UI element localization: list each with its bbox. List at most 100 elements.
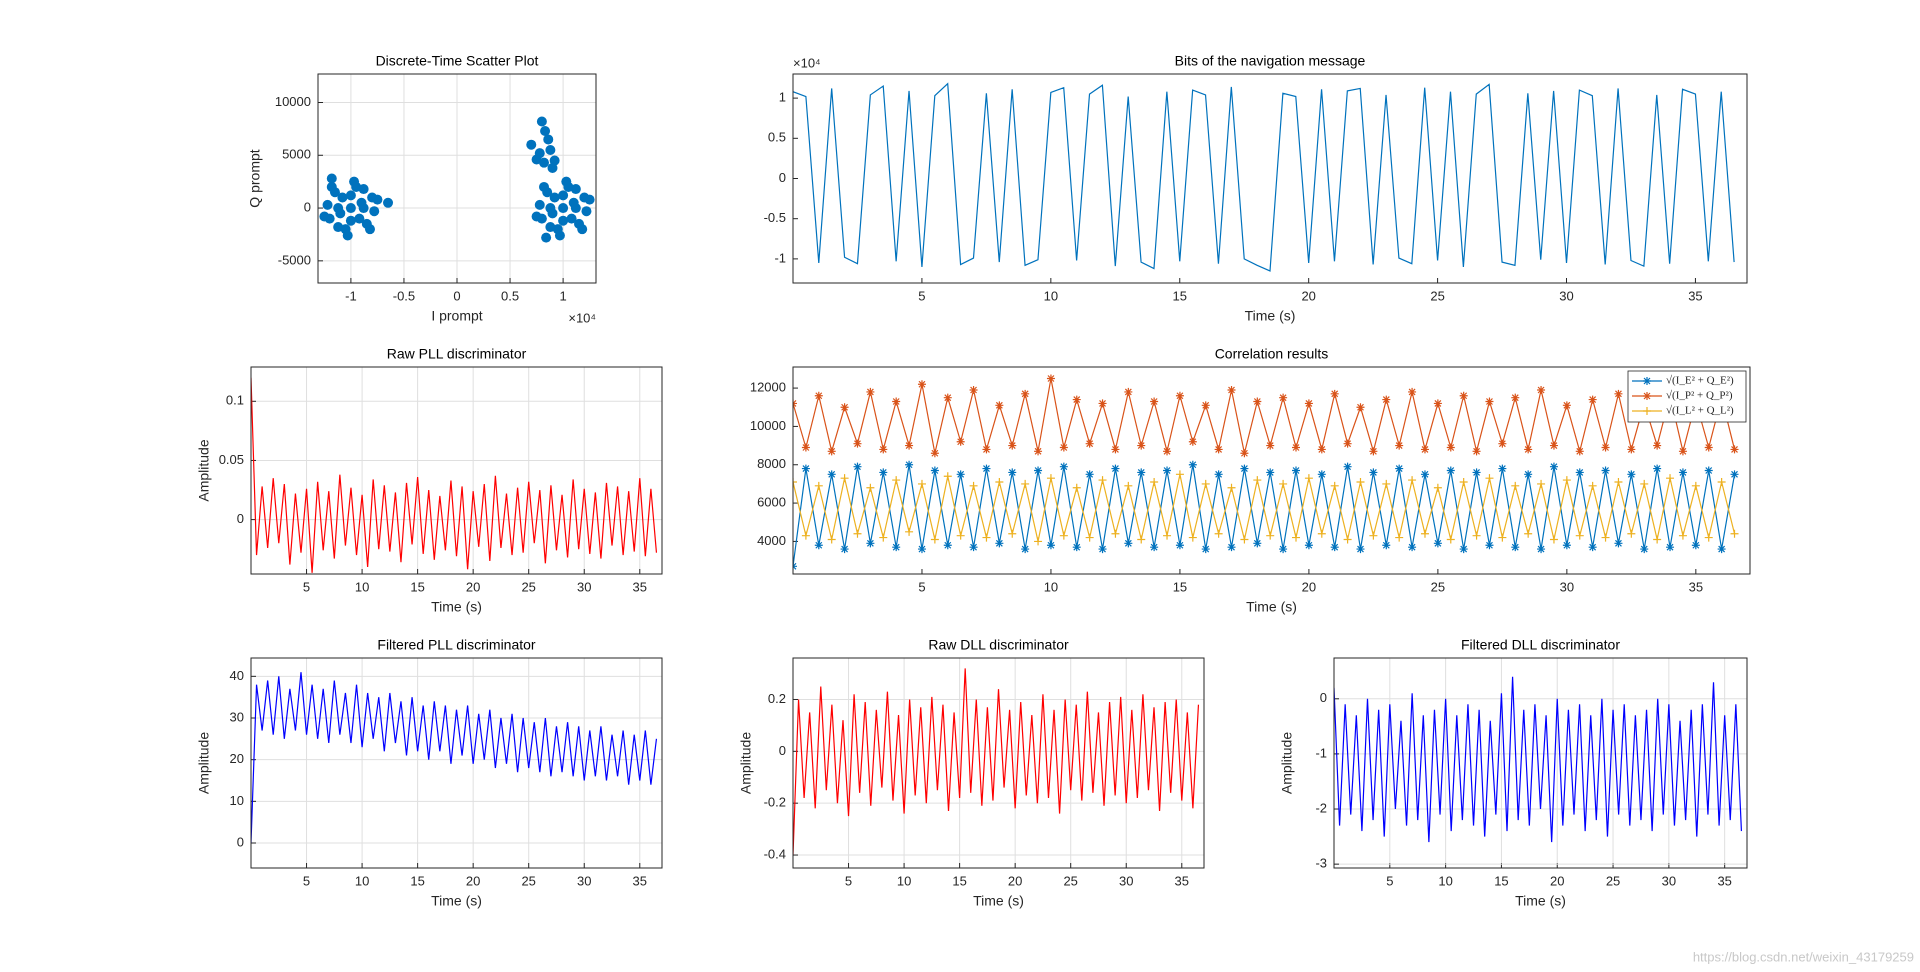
series-marker [879,445,888,454]
y-tick-label: -0.4 [764,846,786,861]
scatter-point [558,203,569,214]
series-marker [814,481,823,490]
y-tick-label: 0 [304,199,311,214]
series-marker [1640,545,1649,554]
series-marker [982,533,991,542]
series-marker [1137,441,1146,450]
series-marker [1382,395,1391,404]
series-marker [1537,545,1546,554]
series-marker [1691,481,1700,490]
series-marker [1549,462,1558,471]
x-tick-label: 25 [1431,579,1445,594]
series-marker [892,397,901,406]
x-exponent: ×10⁴ [568,310,596,325]
scatter-point [531,211,542,222]
series-marker [1059,443,1068,452]
x-axis-label: I prompt [431,308,482,324]
series-marker [1678,468,1687,477]
chart-title: Correlation results [1215,346,1329,362]
series-marker [1034,537,1043,546]
plot-area [251,367,662,574]
series-marker [930,466,939,475]
scatter-point [349,176,360,187]
scatter-point [534,199,545,210]
scatter-point [345,190,356,201]
scatter-point [539,181,550,192]
series-marker [866,387,875,396]
series-marker [1072,543,1081,552]
y-tick-label: -0.2 [764,795,786,810]
scatter-point [345,203,356,214]
series-marker [1188,533,1197,542]
series-marker [879,468,888,477]
y-axis-label: Q prompt [247,149,263,207]
y-tick-label: 20 [230,751,244,766]
series-marker [1008,529,1017,538]
series-marker [1240,464,1249,473]
series-marker [1395,464,1404,473]
x-tick-label: 30 [577,579,591,594]
chart-title: Filtered PLL discriminator [377,637,536,653]
series-marker [1730,529,1739,538]
series-marker [943,472,952,481]
series-marker [1201,545,1210,554]
series-line [1334,676,1743,843]
axes: 5 10 15 20 25 30 35 0 0.05 0.1 Raw PLL discriminat… [196,346,663,615]
scatter-point [536,116,547,127]
x-axis-label: Time (s) [431,599,482,615]
x-tick-label: 30 [1559,288,1573,303]
axes-box [792,73,1748,284]
axes: 5 10 15 20 25 30 35 -1 -0.5 0 0.5 1 Bits of the navi… [764,53,1748,324]
x-tick-label: 20 [1302,579,1316,594]
series-marker [905,460,914,469]
series-marker [1163,531,1172,540]
series-marker [917,380,926,389]
scatter-point [581,206,592,217]
series-marker [1511,543,1520,552]
x-tick-label: 10 [355,579,369,594]
series-marker [1317,445,1326,454]
series-marker [1201,479,1210,488]
series-marker [1537,479,1546,488]
x-tick-label: 30 [1119,873,1133,888]
scatter-point [558,215,569,226]
series-marker [1214,529,1223,538]
x-tick-label: 15 [1173,288,1187,303]
x-tick-label: 5 [918,579,925,594]
series-marker [943,393,952,402]
series-marker [1588,395,1597,404]
series-marker [1704,466,1713,475]
series-marker [1485,397,1494,406]
y-axis-label: Amplitude [738,732,754,794]
chart-title: Bits of the navigation message [1175,53,1366,69]
series-marker [1446,443,1455,452]
scatter-point [570,184,581,195]
x-tick-label: 35 [1688,288,1702,303]
series-marker [1330,389,1339,398]
series-marker [853,529,862,538]
x-tick-label: 0 [453,288,460,303]
series-marker [1614,478,1623,486]
x-axis-label: Time (s) [1245,308,1296,324]
axes: 5 10 15 20 25 30 35 -0.4 -0.2 0 0.2 Raw DLL discrim… [738,637,1205,909]
axes-box [1333,657,1748,869]
series-marker [1304,474,1313,483]
legend-marker [1643,377,1651,385]
series-marker [1111,445,1120,454]
series-marker [1653,464,1662,473]
legend: √(I_E² + Q_E²) √(I_P² + Q_P²) √(I_L² + Q_L… [1627,370,1747,423]
series-marker [1537,386,1546,394]
series-marker [1175,470,1184,479]
series-marker [1382,541,1391,550]
series-marker [1369,447,1378,456]
series-marker [1369,531,1378,540]
scatter-point [545,203,556,214]
x-tick-label: 10 [1044,288,1058,303]
series-marker [1653,441,1662,450]
scatter-point [558,190,569,201]
x-tick-label: 1 [559,288,566,303]
x-tick-label: 20 [1301,288,1315,303]
series-marker [1511,393,1520,402]
x-tick-label: 30 [1662,873,1676,888]
scatter-point [545,145,556,155]
